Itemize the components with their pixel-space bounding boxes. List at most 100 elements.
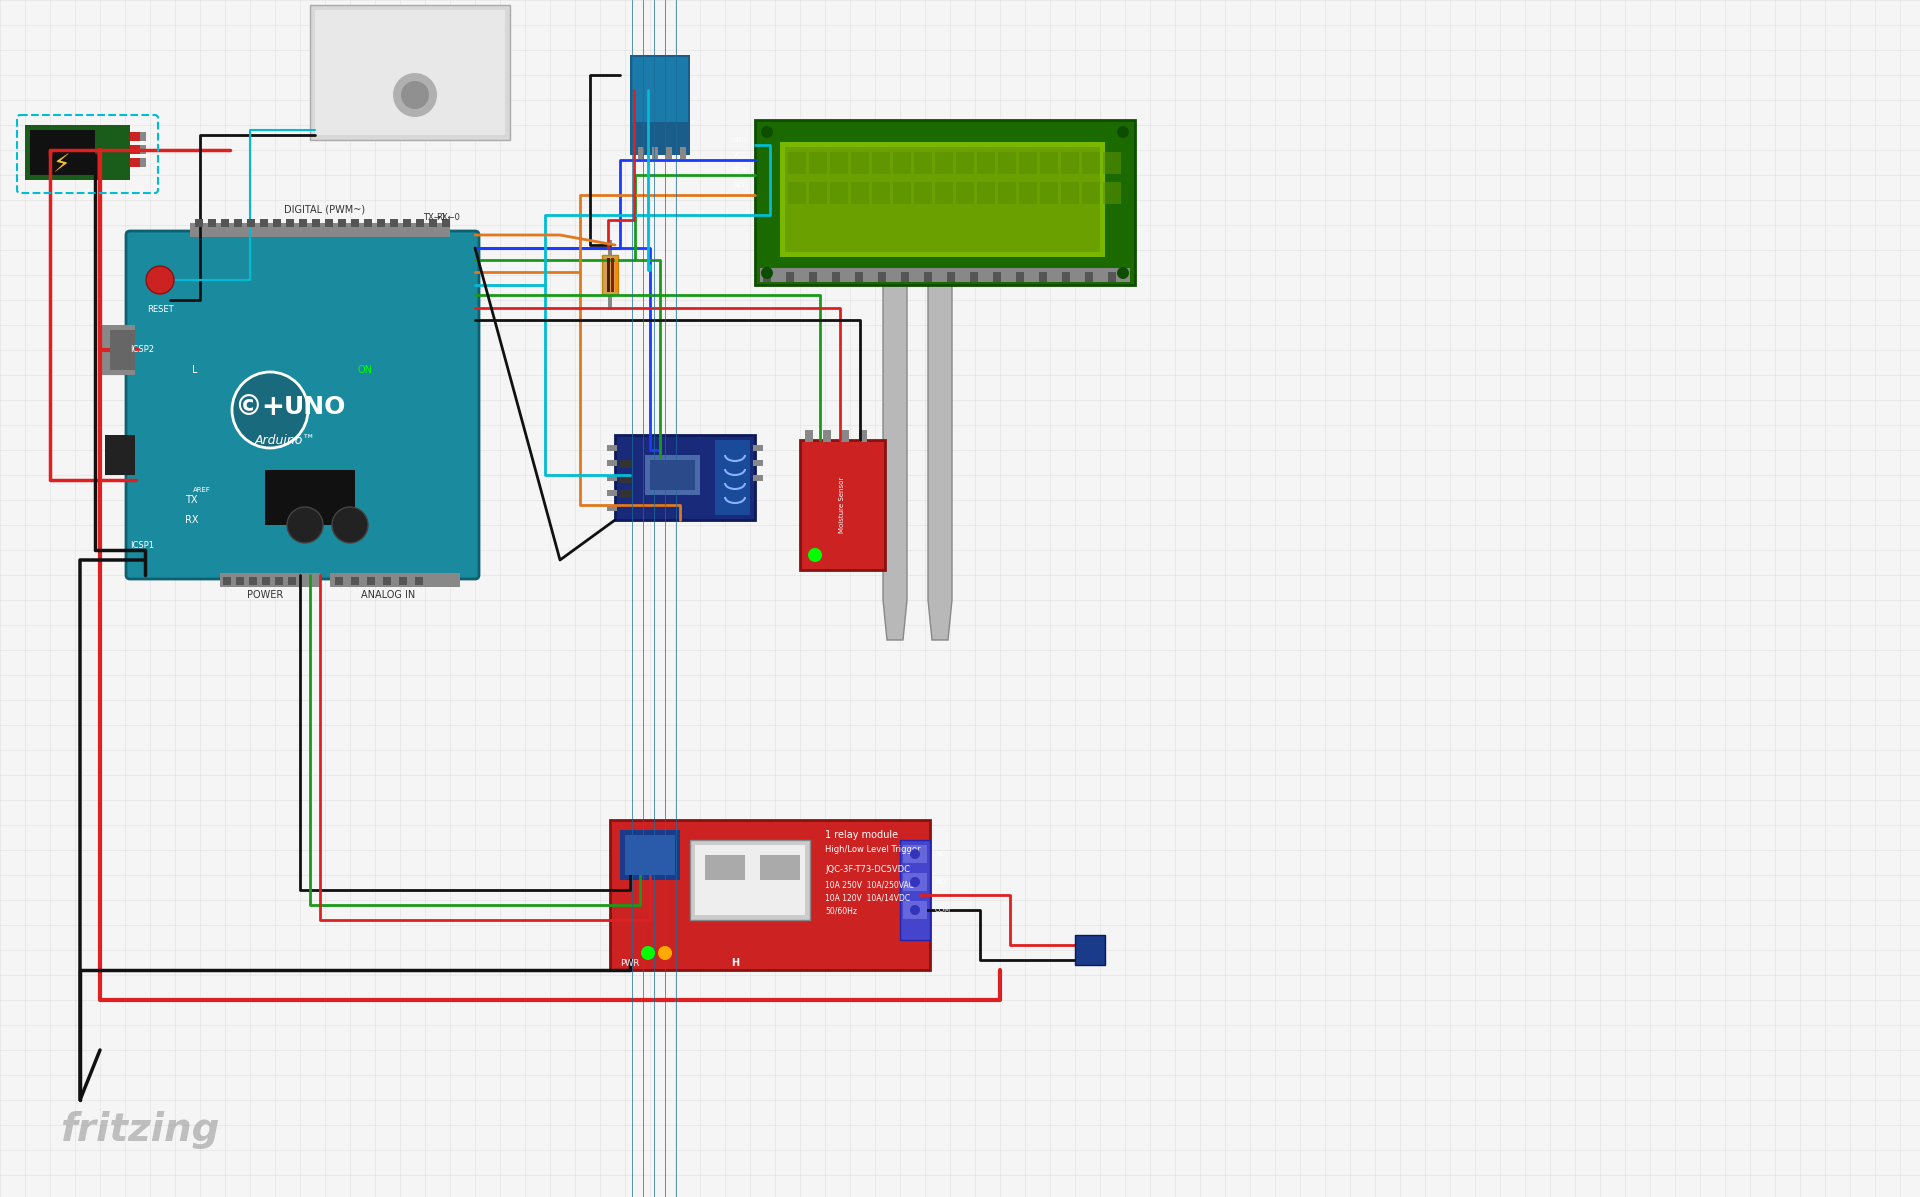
Circle shape xyxy=(1117,267,1129,279)
Bar xyxy=(893,152,910,174)
Bar xyxy=(1102,152,1121,174)
Text: COM: COM xyxy=(935,907,950,913)
Circle shape xyxy=(910,877,920,887)
Text: AREF: AREF xyxy=(194,487,211,493)
Bar xyxy=(831,272,841,282)
Text: ON: ON xyxy=(357,365,372,375)
Bar xyxy=(970,272,977,282)
Bar xyxy=(829,182,849,203)
Bar xyxy=(1020,152,1037,174)
Bar xyxy=(196,219,204,227)
FancyBboxPatch shape xyxy=(127,231,478,579)
Circle shape xyxy=(641,946,655,960)
Bar xyxy=(417,219,424,227)
Text: UNO: UNO xyxy=(284,395,346,419)
Bar xyxy=(753,475,762,481)
Bar xyxy=(609,294,612,310)
Polygon shape xyxy=(883,220,906,640)
Bar xyxy=(630,55,689,154)
Text: ANALOG IN: ANALOG IN xyxy=(361,590,415,600)
Bar xyxy=(1083,182,1100,203)
Bar xyxy=(248,219,255,227)
Circle shape xyxy=(1117,126,1129,138)
Bar xyxy=(607,505,616,511)
Bar xyxy=(753,445,762,451)
Bar xyxy=(140,145,146,154)
Bar xyxy=(877,272,885,282)
Bar xyxy=(390,219,397,227)
Bar xyxy=(131,158,140,168)
Bar xyxy=(140,158,146,168)
Bar xyxy=(977,182,995,203)
Text: JQC-3F-T73-DC5VDC: JQC-3F-T73-DC5VDC xyxy=(826,865,910,875)
Text: ©+: ©+ xyxy=(234,393,286,421)
Text: L: L xyxy=(192,365,198,375)
Bar xyxy=(760,855,801,880)
Circle shape xyxy=(760,126,774,138)
Text: RESET: RESET xyxy=(146,305,173,315)
Bar xyxy=(924,272,931,282)
Bar xyxy=(338,219,346,227)
Bar xyxy=(1041,152,1058,174)
Bar xyxy=(300,219,307,227)
Bar xyxy=(265,470,355,525)
Bar xyxy=(804,430,812,442)
Bar xyxy=(872,152,891,174)
Circle shape xyxy=(760,267,774,279)
Bar xyxy=(801,440,885,570)
Text: ICSP1: ICSP1 xyxy=(131,541,154,549)
Text: ICSP2: ICSP2 xyxy=(131,346,154,354)
Bar xyxy=(935,182,952,203)
Bar xyxy=(259,219,269,227)
Bar xyxy=(399,577,407,585)
Bar xyxy=(632,57,687,122)
Bar xyxy=(1102,182,1121,203)
Bar xyxy=(1083,152,1100,174)
Bar xyxy=(666,147,672,159)
Bar xyxy=(286,219,294,227)
Bar xyxy=(680,147,685,159)
Bar xyxy=(106,435,134,475)
Bar xyxy=(324,219,332,227)
Bar xyxy=(190,223,449,237)
Circle shape xyxy=(808,548,822,563)
Bar xyxy=(760,268,1131,282)
Bar xyxy=(993,272,1000,282)
Bar xyxy=(620,490,632,498)
Bar xyxy=(1085,272,1092,282)
Text: Arduino™: Arduino™ xyxy=(255,433,315,446)
Bar xyxy=(1039,272,1046,282)
Bar xyxy=(841,430,849,442)
Bar xyxy=(351,577,359,585)
Bar xyxy=(620,475,632,484)
Bar xyxy=(288,577,296,585)
Bar xyxy=(902,873,927,891)
Text: TX→1: TX→1 xyxy=(424,213,447,221)
Text: RX←0: RX←0 xyxy=(436,213,461,221)
Bar xyxy=(1062,182,1079,203)
Text: 10A 250V  10A/250VAC: 10A 250V 10A/250VAC xyxy=(826,881,914,889)
Bar xyxy=(1062,272,1069,282)
Text: RX: RX xyxy=(184,515,198,525)
Bar xyxy=(382,577,392,585)
Text: NO: NO xyxy=(935,879,947,885)
Bar xyxy=(131,145,140,154)
Bar xyxy=(236,577,244,585)
Bar xyxy=(611,259,614,292)
Text: SDA: SDA xyxy=(733,168,747,174)
Bar xyxy=(755,120,1135,285)
Bar xyxy=(914,182,931,203)
Bar xyxy=(872,182,891,203)
Bar xyxy=(620,460,632,468)
Bar xyxy=(140,132,146,141)
Bar xyxy=(935,152,952,174)
Text: Moisture Sensor: Moisture Sensor xyxy=(839,476,845,533)
Bar xyxy=(614,259,618,292)
Bar xyxy=(315,10,505,135)
Circle shape xyxy=(394,73,438,117)
Bar xyxy=(780,142,1106,257)
Text: High/Low Level Trigger: High/Low Level Trigger xyxy=(826,845,920,855)
Bar xyxy=(109,330,134,370)
Bar xyxy=(787,182,806,203)
Bar xyxy=(653,147,659,159)
